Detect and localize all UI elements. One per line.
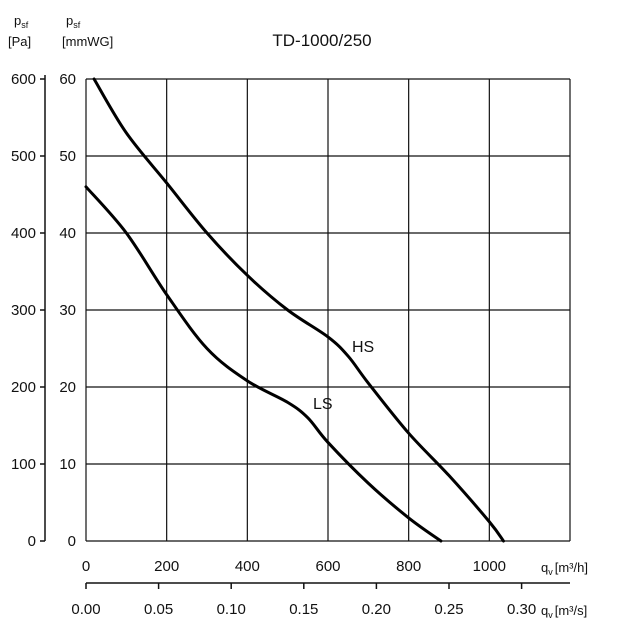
grid (85, 78, 571, 542)
x-tick-label-m3h: 400 (235, 558, 260, 575)
axes (40, 75, 570, 589)
x-tick-label-m3s: 0.00 (71, 601, 100, 618)
svg-text:[Pa]: [Pa] (8, 34, 31, 49)
x-tick-label-m3s: 0.10 (217, 601, 246, 618)
svg-text:qv[m³/s]: qv [m³/s] (541, 603, 587, 620)
y-tick-label-mmwg: 50 (59, 148, 76, 165)
chart-title: TD-1000/250 (272, 31, 371, 50)
y-tick-label-pa: 100 (11, 456, 36, 473)
series-label-ls: LS (313, 396, 333, 413)
x-tick-label-m3s: 0.30 (507, 601, 536, 618)
x-tick-label-m3s: 0.20 (362, 601, 391, 618)
y-tick-label-pa: 500 (11, 148, 36, 165)
y-tick-label-mmwg: 40 (59, 225, 76, 242)
x-tick-label-m3s: 0.25 (434, 601, 463, 618)
x-tick-label-m3h: 200 (154, 558, 179, 575)
y-tick-label-pa: 300 (11, 302, 36, 319)
svg-text:psf: psf (14, 13, 29, 30)
series-line-ls (84, 185, 443, 543)
x-axis-label-m3h: qv [m³/h] (541, 560, 588, 577)
series-label-hs: HS (352, 339, 374, 356)
x-tick-label-m3h: 600 (315, 558, 340, 575)
y-tick-label-pa: 200 (11, 379, 36, 396)
x-tick-label-m3h: 1000 (473, 558, 506, 575)
x-tick-label-m3h: 800 (396, 558, 421, 575)
svg-text:qv[m³/h]: qv [m³/h] (541, 560, 588, 577)
y-tick-label-pa: 600 (11, 71, 36, 88)
y-axis-label-mmwg: psf [mmWG] (62, 13, 113, 49)
series-line-hs (92, 77, 505, 543)
svg-text:psf: psf (66, 13, 81, 30)
y-tick-label-pa: 0 (28, 533, 36, 550)
y-tick-label-pa: 400 (11, 225, 36, 242)
x-tick-label-m3s: 0.05 (144, 601, 173, 618)
y-tick-label-mmwg: 10 (59, 456, 76, 473)
y-tick-label-mmwg: 30 (59, 302, 76, 319)
x-tick-label-m3h: 0 (82, 558, 90, 575)
y-axis-label-pa: psf [Pa] (8, 13, 31, 49)
x-tick-label-m3s: 0.15 (289, 601, 318, 618)
svg-text:[mmWG]: [mmWG] (62, 34, 113, 49)
y-tick-label-mmwg: 60 (59, 71, 76, 88)
x-axis-label-m3s: qv [m³/s] (541, 603, 587, 620)
y-tick-label-mmwg: 0 (68, 533, 76, 550)
series (84, 77, 505, 543)
y-tick-label-mmwg: 20 (59, 379, 76, 396)
